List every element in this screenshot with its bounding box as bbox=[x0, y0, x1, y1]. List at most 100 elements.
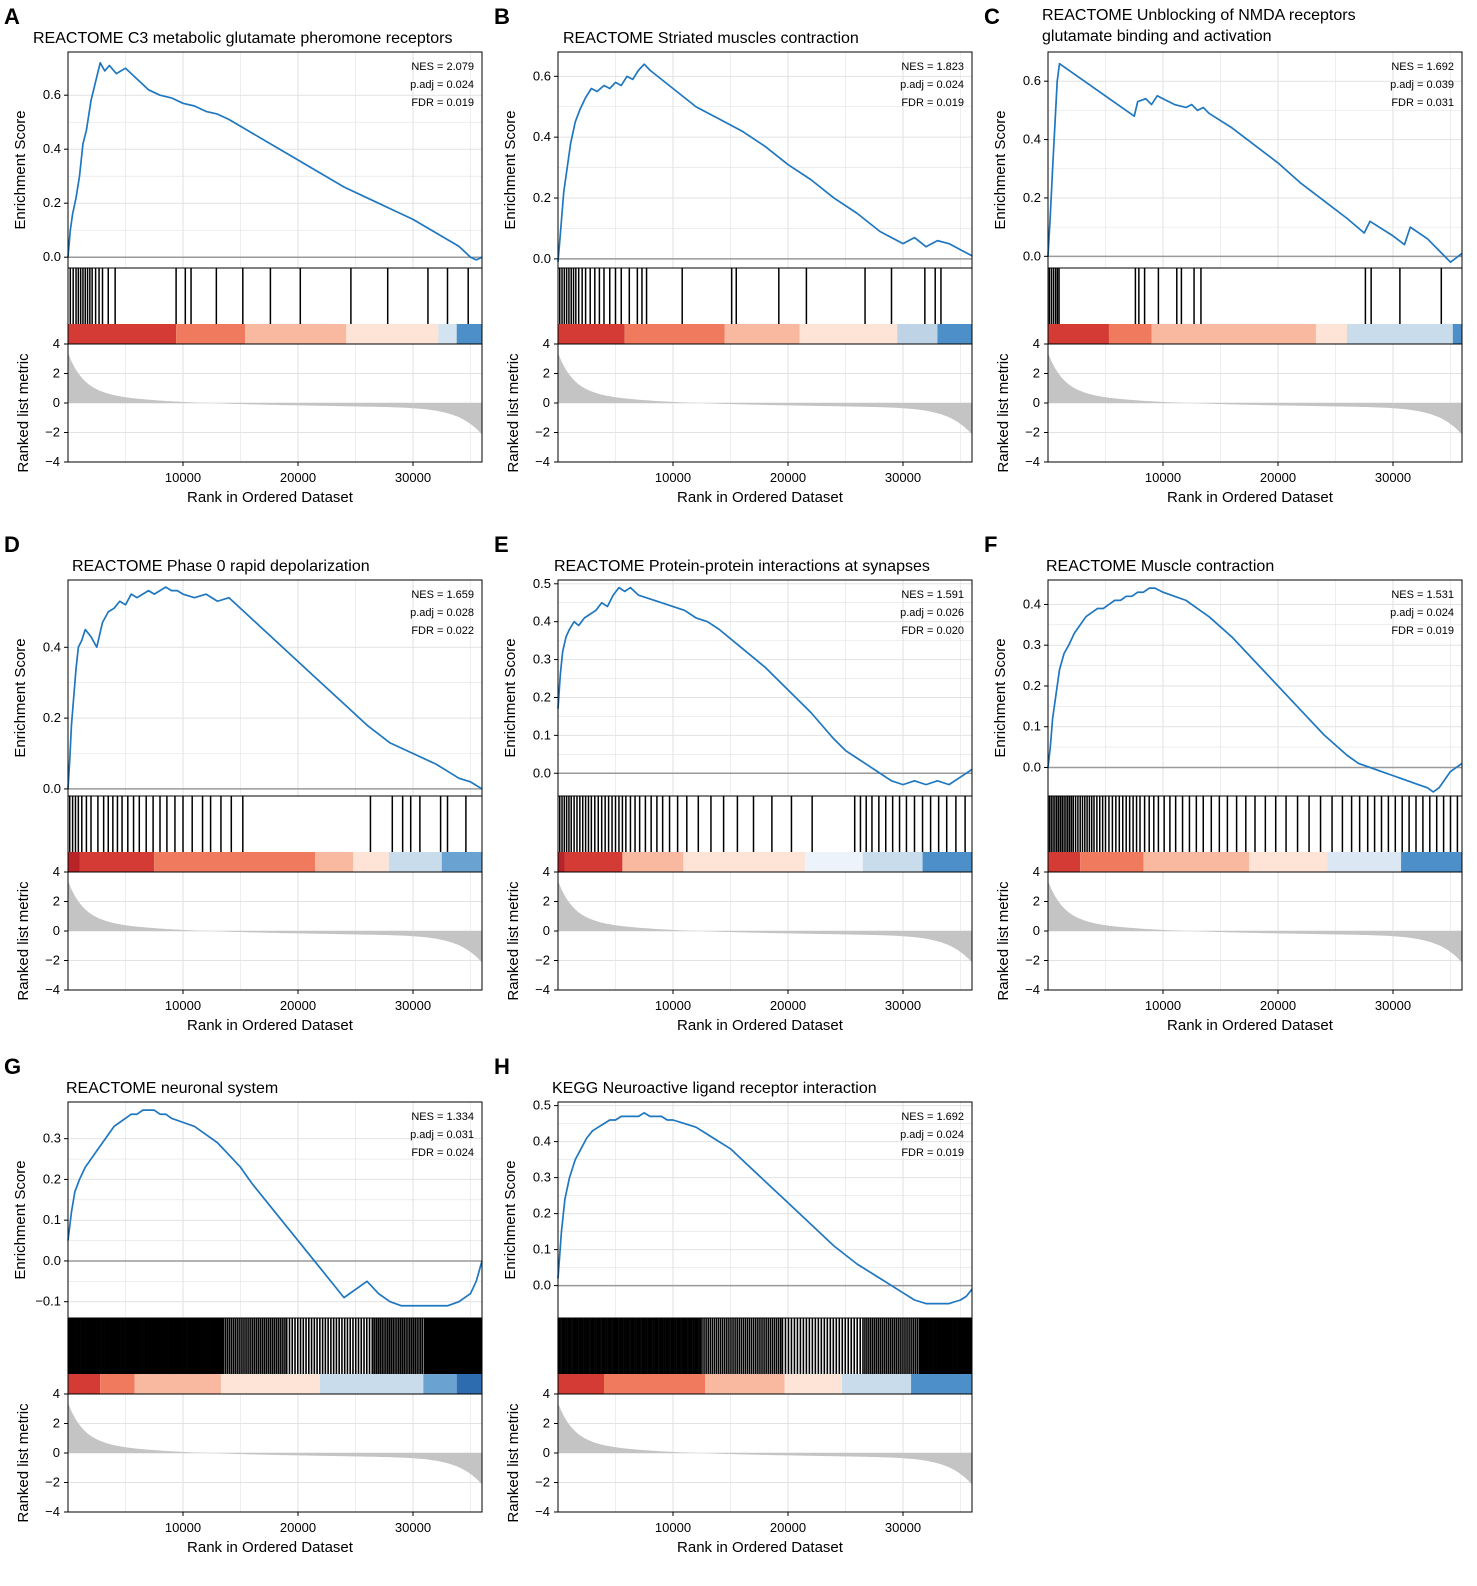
es-axis-title: Enrichment Score bbox=[992, 110, 1009, 229]
y-tick-label: −0.1 bbox=[35, 1294, 61, 1309]
rank-color-segment bbox=[784, 1374, 843, 1394]
x-tick-label: 20000 bbox=[280, 998, 316, 1013]
rank-color-segment bbox=[220, 1374, 320, 1394]
y-tick-label: 0.4 bbox=[43, 141, 61, 156]
metric-y-tick-label: 2 bbox=[543, 894, 550, 909]
metric-panel: 4 2 0 −2 −4 Ranked list metric 10000 20000 30000… bbox=[505, 864, 973, 1034]
y-tick-label: 0.0 bbox=[43, 781, 61, 796]
rank-color-segment bbox=[1080, 852, 1144, 872]
metric-y-tick-label: 4 bbox=[543, 864, 550, 879]
metric-y-tick-label: 0 bbox=[1033, 395, 1040, 410]
y-tick-label: 0.2 bbox=[533, 1206, 551, 1221]
metric-y-tick-label: −4 bbox=[1025, 454, 1040, 469]
stat-fdr: FDR = 0.019 bbox=[1391, 625, 1454, 637]
metric-axis-title: Ranked list metric bbox=[15, 1403, 32, 1523]
es-panel: 0.0 0.2 0.4 0.6 Enrichment Score NES = 1.692 p… bbox=[992, 51, 1463, 269]
y-tick-label: 0.4 bbox=[43, 639, 61, 654]
rank-color-segment bbox=[441, 852, 482, 872]
x-tick-label: 10000 bbox=[1145, 998, 1181, 1013]
stat-padj: p.adj = 0.024 bbox=[1390, 607, 1454, 619]
stat-padj: p.adj = 0.039 bbox=[1390, 79, 1454, 91]
rank-color-segment bbox=[79, 852, 155, 872]
metric-axis-title: Ranked list metric bbox=[995, 881, 1012, 1001]
x-tick-label: 10000 bbox=[165, 1520, 201, 1535]
rank-color-segment bbox=[604, 1374, 706, 1394]
metric-y-tick-label: 4 bbox=[1033, 336, 1040, 351]
metric-y-tick-label: 0 bbox=[543, 1445, 550, 1460]
ranked-metric-area bbox=[68, 352, 482, 435]
metric-y-tick-label: −2 bbox=[1025, 425, 1040, 440]
rank-color-segment bbox=[1327, 852, 1402, 872]
rank-color-segment bbox=[558, 324, 625, 344]
y-tick-label: 0.5 bbox=[533, 1098, 551, 1113]
rank-color-segment bbox=[724, 324, 800, 344]
metric-axis-title: Ranked list metric bbox=[505, 881, 522, 1001]
ranked-metric-area bbox=[68, 1402, 482, 1485]
metric-y-tick-label: 2 bbox=[53, 366, 60, 381]
y-tick-label: 0.4 bbox=[1023, 132, 1041, 147]
es-curve bbox=[557, 1111, 973, 1305]
x-axis-title: Rank in Ordered Dataset bbox=[677, 1539, 844, 1556]
stat-padj: p.adj = 0.024 bbox=[410, 79, 474, 91]
y-tick-label: 0.3 bbox=[533, 1170, 551, 1185]
rank-color-segment bbox=[897, 324, 938, 344]
es-panel: 0.0 0.2 0.4 0.6 Enrichment Score NES = 1.823 p… bbox=[502, 51, 973, 269]
x-tick-label: 30000 bbox=[395, 470, 431, 485]
panel-letter: D bbox=[4, 532, 20, 557]
x-tick-label: 20000 bbox=[1260, 470, 1296, 485]
rank-color-segment bbox=[438, 324, 457, 344]
x-axis-title: Rank in Ordered Dataset bbox=[1167, 1017, 1334, 1034]
metric-y-tick-label: −4 bbox=[535, 1504, 550, 1519]
y-tick-label: 0.3 bbox=[43, 1131, 61, 1146]
es-curve bbox=[1047, 587, 1463, 793]
x-tick-label: 20000 bbox=[770, 470, 806, 485]
metric-y-tick-label: 4 bbox=[53, 336, 60, 351]
metric-y-tick-label: 2 bbox=[53, 1416, 60, 1431]
y-tick-label: 0.4 bbox=[533, 614, 551, 629]
rank-color-segment bbox=[911, 1374, 972, 1394]
stat-nes: NES = 1.591 bbox=[901, 589, 964, 601]
x-tick-label: 20000 bbox=[770, 998, 806, 1013]
metric-y-tick-label: 0 bbox=[543, 923, 550, 938]
panel-letter: A bbox=[4, 4, 20, 29]
y-tick-label: 0.3 bbox=[1023, 637, 1041, 652]
metric-y-tick-label: 4 bbox=[53, 864, 60, 879]
panel-letter: F bbox=[984, 532, 997, 557]
x-tick-label: 30000 bbox=[885, 1520, 921, 1535]
stat-nes: NES = 1.531 bbox=[1391, 589, 1454, 601]
metric-y-tick-label: −2 bbox=[45, 1475, 60, 1490]
y-tick-label: 0.4 bbox=[533, 129, 551, 144]
ranked-metric-area bbox=[558, 352, 972, 435]
y-tick-label: 0.0 bbox=[533, 765, 551, 780]
rank-color-segment bbox=[315, 852, 354, 872]
rank-color-segment bbox=[1108, 324, 1152, 344]
es-curve bbox=[557, 63, 973, 262]
metric-y-tick-label: −4 bbox=[45, 1504, 60, 1519]
y-tick-label: 0.0 bbox=[1023, 759, 1041, 774]
panel-title: REACTOME Unblocking of NMDA receptors bbox=[1042, 7, 1356, 24]
rank-color-segment bbox=[799, 324, 898, 344]
es-panel: 0.0 0.1 0.2 0.3 0.4 0.5 Enrichment Score NES = … bbox=[502, 576, 973, 797]
panel-title: REACTOME neuronal system bbox=[66, 1080, 278, 1097]
rank-color-segment bbox=[1048, 852, 1081, 872]
rank-color-segment bbox=[388, 852, 442, 872]
y-tick-label: 0.2 bbox=[1023, 678, 1041, 693]
stat-nes: NES = 1.334 bbox=[411, 1111, 474, 1123]
rank-color-segment bbox=[346, 324, 439, 344]
rank-color-segment bbox=[1315, 324, 1347, 344]
panel-letter: E bbox=[494, 532, 509, 557]
hit-panel bbox=[1047, 795, 1463, 873]
stat-nes: NES = 1.692 bbox=[1391, 61, 1454, 73]
es-curve bbox=[67, 1109, 483, 1307]
y-tick-label: 0.2 bbox=[43, 1171, 61, 1186]
rank-color-segment bbox=[624, 324, 725, 344]
y-tick-label: 0.6 bbox=[1023, 73, 1041, 88]
y-tick-label: 0.4 bbox=[533, 1134, 551, 1149]
stat-nes: NES = 1.823 bbox=[901, 61, 964, 73]
y-tick-label: 0.2 bbox=[533, 190, 551, 205]
panel-title: REACTOME Muscle contraction bbox=[1046, 558, 1274, 575]
rank-color-segment bbox=[68, 1374, 101, 1394]
panel-letter: H bbox=[494, 1054, 510, 1079]
x-tick-label: 30000 bbox=[885, 998, 921, 1013]
panel-letter: B bbox=[494, 4, 510, 29]
